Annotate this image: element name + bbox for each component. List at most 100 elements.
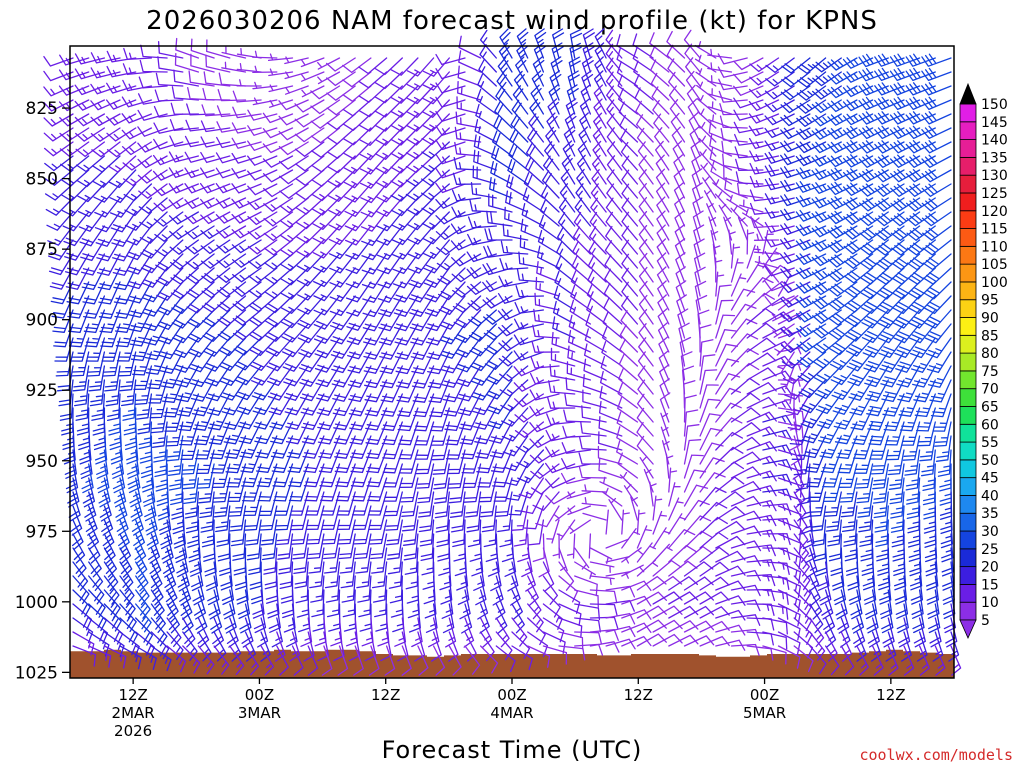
wind-barb bbox=[649, 45, 670, 73]
colorbar-label: 65 bbox=[981, 399, 999, 415]
wind-barb bbox=[811, 239, 842, 252]
wind-barb bbox=[650, 59, 670, 87]
wind-barb bbox=[777, 505, 802, 527]
wind-barb bbox=[762, 473, 792, 486]
wind-barb bbox=[72, 617, 94, 644]
wind-barb bbox=[345, 253, 372, 275]
wind-barb bbox=[72, 589, 91, 618]
wind-barb bbox=[828, 295, 858, 312]
wind-barb bbox=[426, 337, 450, 360]
wind-barb bbox=[892, 295, 921, 315]
wind-barb bbox=[93, 421, 107, 451]
wind-barb bbox=[897, 379, 921, 403]
wind-barb bbox=[492, 575, 504, 606]
colorbar-segment bbox=[959, 210, 977, 229]
wind-barb bbox=[84, 323, 106, 348]
wind-barb bbox=[311, 141, 341, 158]
wind-barb bbox=[606, 127, 623, 157]
wind-barb bbox=[511, 99, 529, 129]
wind-barb bbox=[667, 58, 686, 87]
wind-barb bbox=[74, 84, 106, 96]
wind-barb bbox=[326, 113, 356, 131]
wind-barb bbox=[764, 99, 795, 113]
site-credit[interactable]: coolwx.com/models bbox=[859, 746, 1013, 764]
wind-barb bbox=[347, 337, 372, 360]
wind-barb bbox=[566, 533, 576, 559]
wind-barb bbox=[150, 589, 165, 620]
wind-barb bbox=[457, 65, 482, 87]
wind-barb bbox=[497, 293, 529, 304]
wind-barb bbox=[335, 477, 356, 502]
wind-barb bbox=[454, 126, 482, 143]
wind-barb bbox=[715, 314, 736, 339]
wind-barb bbox=[148, 379, 168, 404]
wind-barb bbox=[849, 393, 874, 416]
wind-barb bbox=[875, 253, 905, 271]
x-tick-label: 3MAR bbox=[238, 704, 281, 722]
wind-barb bbox=[292, 533, 309, 560]
wind-barb bbox=[301, 71, 325, 82]
wind-barb bbox=[386, 533, 403, 560]
wind-barb bbox=[467, 519, 482, 548]
wind-barb bbox=[891, 267, 921, 285]
wind-barb bbox=[661, 440, 670, 465]
wind-barb bbox=[921, 154, 952, 168]
wind-barb bbox=[232, 323, 262, 341]
wind-barb bbox=[435, 68, 466, 80]
wind-barb bbox=[833, 407, 858, 430]
wind-barb bbox=[421, 113, 450, 132]
colorbar-label: 45 bbox=[981, 471, 999, 487]
wind-barb bbox=[317, 421, 341, 445]
wind-barb bbox=[183, 477, 200, 505]
wind-barb bbox=[71, 351, 90, 377]
wind-barb bbox=[390, 99, 419, 118]
wind-barb bbox=[405, 155, 435, 174]
wind-barb bbox=[599, 476, 623, 493]
wind-barb bbox=[119, 645, 142, 670]
wind-barb bbox=[656, 266, 670, 297]
wind-barb bbox=[216, 519, 231, 547]
wind-barb bbox=[922, 225, 952, 241]
x-tick-label: 2026 bbox=[114, 722, 152, 740]
wind-barb bbox=[638, 182, 654, 213]
wind-barb bbox=[268, 393, 294, 416]
colorbar-segment bbox=[959, 228, 977, 247]
wind-barb bbox=[715, 299, 734, 325]
wind-barb bbox=[546, 396, 576, 409]
wind-barb bbox=[81, 463, 94, 494]
wind-barb bbox=[638, 266, 654, 297]
wind-barb bbox=[605, 599, 635, 612]
wind-barb bbox=[668, 591, 699, 605]
wind-barb bbox=[232, 533, 247, 561]
wind-barb bbox=[188, 533, 201, 563]
wind-barb bbox=[605, 225, 623, 255]
wind-barb bbox=[542, 561, 555, 592]
wind-barb bbox=[241, 463, 262, 488]
wind-barb bbox=[154, 225, 184, 242]
colorbar-label: 60 bbox=[981, 417, 999, 433]
wind-barb bbox=[300, 617, 313, 647]
wind-barb bbox=[890, 225, 921, 241]
wind-barb bbox=[811, 295, 842, 310]
x-tick-label: 12Z bbox=[371, 686, 400, 704]
wind-barb bbox=[562, 140, 576, 171]
wind-barb bbox=[101, 337, 121, 362]
wind-barb bbox=[263, 239, 294, 256]
wind-barb bbox=[429, 393, 450, 418]
wind-barb bbox=[649, 481, 657, 507]
wind-barb bbox=[342, 589, 356, 618]
wind-barb bbox=[621, 183, 639, 213]
wind-barb bbox=[460, 435, 482, 460]
wind-barb bbox=[939, 491, 953, 520]
wind-barb bbox=[461, 603, 473, 634]
wind-barb bbox=[636, 509, 646, 535]
wind-barb bbox=[114, 309, 137, 333]
wind-barb bbox=[538, 214, 560, 241]
wind-barb bbox=[857, 491, 874, 518]
wind-barb bbox=[921, 197, 952, 212]
wind-barb bbox=[795, 267, 827, 280]
wind-barb bbox=[43, 127, 74, 142]
wind-barb bbox=[390, 57, 419, 76]
wind-barb bbox=[567, 70, 580, 101]
colorbar-label: 125 bbox=[981, 186, 1008, 202]
